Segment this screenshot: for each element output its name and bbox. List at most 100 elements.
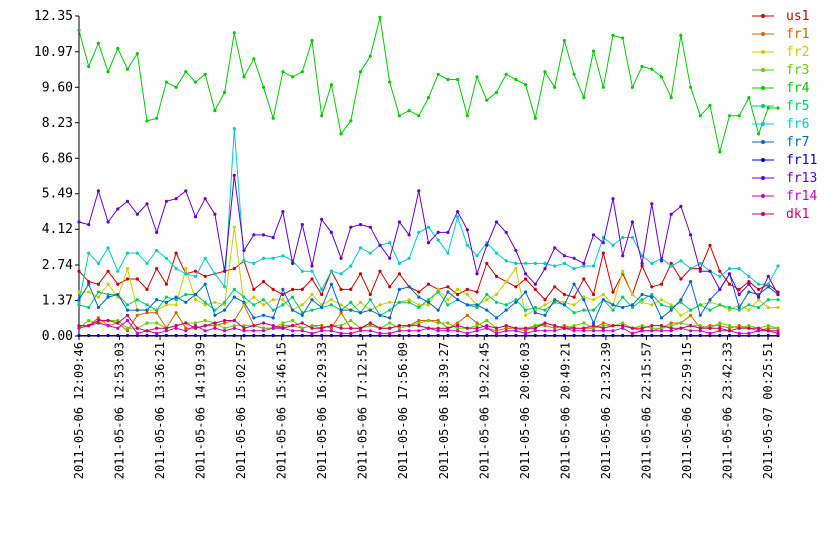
data-point bbox=[77, 333, 81, 338]
data-point bbox=[388, 326, 392, 330]
data-point bbox=[776, 305, 780, 310]
data-point bbox=[650, 295, 654, 299]
data-point bbox=[747, 96, 751, 100]
data-point bbox=[388, 241, 392, 245]
data-point bbox=[456, 298, 460, 302]
data-point bbox=[650, 329, 654, 333]
data-point bbox=[261, 313, 266, 317]
data-point bbox=[155, 326, 159, 330]
data-point bbox=[621, 269, 625, 273]
data-point bbox=[737, 305, 741, 310]
legend-item-fr14: fr14 bbox=[752, 189, 817, 204]
data-point bbox=[689, 333, 693, 338]
data-point bbox=[533, 326, 537, 330]
data-point bbox=[320, 305, 324, 310]
data-point bbox=[562, 39, 567, 43]
data-point bbox=[747, 282, 751, 286]
data-point bbox=[164, 326, 168, 330]
data-point bbox=[766, 282, 770, 286]
data-point bbox=[669, 321, 673, 325]
data-point bbox=[329, 329, 333, 333]
data-point bbox=[242, 324, 246, 328]
y-tick-label: 0.00 bbox=[42, 329, 73, 344]
data-point bbox=[601, 326, 605, 330]
data-point bbox=[87, 305, 91, 310]
data-point bbox=[465, 243, 469, 247]
data-point bbox=[116, 333, 120, 338]
data-point bbox=[87, 333, 91, 338]
data-point bbox=[650, 303, 654, 307]
data-point bbox=[252, 329, 256, 333]
data-point bbox=[446, 77, 450, 82]
data-point bbox=[96, 290, 100, 294]
data-point bbox=[378, 326, 382, 330]
data-point bbox=[300, 70, 304, 74]
data-point bbox=[184, 333, 188, 338]
data-point bbox=[689, 267, 693, 271]
data-point bbox=[174, 303, 178, 307]
data-point bbox=[524, 326, 528, 330]
data-point bbox=[436, 230, 440, 234]
data-point bbox=[533, 261, 537, 265]
data-point bbox=[524, 329, 528, 333]
data-point bbox=[310, 308, 314, 312]
data-point bbox=[77, 290, 81, 294]
x-tick-label: 2011-05-06 13:36:21 bbox=[153, 342, 167, 479]
data-point bbox=[213, 333, 217, 338]
data-point bbox=[77, 326, 81, 330]
data-point bbox=[601, 292, 605, 297]
data-point bbox=[572, 329, 576, 333]
data-point bbox=[164, 282, 168, 286]
data-point bbox=[446, 326, 450, 330]
data-point bbox=[582, 333, 586, 338]
data-point bbox=[650, 285, 654, 289]
data-point bbox=[281, 333, 285, 338]
data-point bbox=[349, 308, 353, 312]
data-point bbox=[242, 333, 246, 338]
data-point bbox=[475, 290, 479, 294]
legend-marker bbox=[761, 212, 765, 216]
x-tick-label: 2011-05-06 18:39:27 bbox=[437, 342, 451, 479]
data-point bbox=[300, 313, 304, 317]
data-point bbox=[659, 298, 664, 302]
data-point bbox=[562, 303, 567, 307]
data-point bbox=[358, 329, 363, 333]
data-point bbox=[747, 331, 751, 335]
data-point bbox=[281, 287, 285, 291]
data-point bbox=[456, 287, 460, 291]
data-point bbox=[261, 256, 266, 260]
data-point bbox=[339, 311, 343, 315]
data-point bbox=[465, 303, 469, 307]
data-point bbox=[465, 228, 469, 232]
data-point bbox=[669, 308, 673, 312]
data-point bbox=[174, 298, 178, 302]
data-point bbox=[640, 333, 644, 338]
data-point bbox=[125, 326, 130, 330]
data-point bbox=[349, 326, 353, 330]
x-tick-label: 2011-05-06 17:56:09 bbox=[396, 342, 410, 479]
legend-marker bbox=[761, 86, 765, 90]
data-point bbox=[426, 282, 431, 286]
data-point bbox=[87, 280, 91, 284]
data-point bbox=[727, 329, 732, 333]
series-line-fr13 bbox=[78, 175, 779, 299]
data-point bbox=[145, 333, 149, 338]
data-point bbox=[135, 212, 139, 216]
legend-item-us1: us1 bbox=[752, 9, 809, 24]
data-point bbox=[116, 46, 120, 51]
data-point bbox=[349, 300, 353, 304]
data-point bbox=[203, 329, 207, 333]
data-point bbox=[659, 259, 664, 263]
data-point bbox=[252, 287, 256, 291]
data-point bbox=[213, 313, 217, 317]
data-point bbox=[310, 39, 314, 43]
data-point bbox=[630, 305, 635, 310]
data-point bbox=[679, 321, 683, 325]
data-point bbox=[776, 326, 780, 330]
data-point bbox=[388, 256, 392, 260]
data-point bbox=[757, 326, 761, 330]
data-point bbox=[553, 326, 557, 330]
data-point bbox=[465, 287, 469, 291]
data-point bbox=[475, 272, 479, 276]
data-point bbox=[766, 326, 770, 330]
